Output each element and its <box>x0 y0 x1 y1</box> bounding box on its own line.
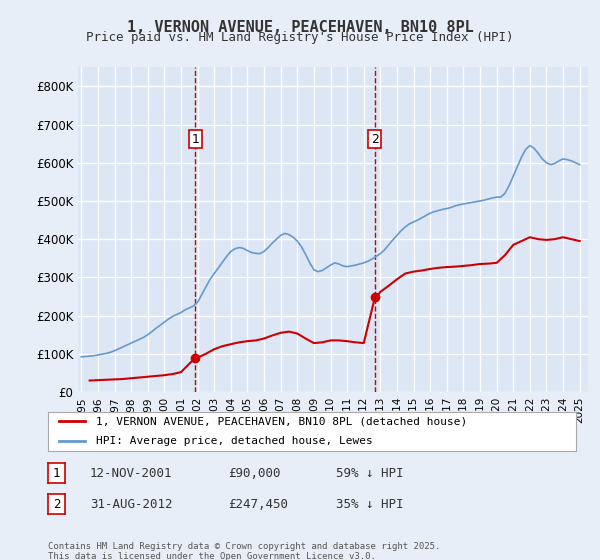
Text: 1, VERNON AVENUE, PEACEHAVEN, BN10 8PL (detached house): 1, VERNON AVENUE, PEACEHAVEN, BN10 8PL (… <box>95 417 467 426</box>
Text: Price paid vs. HM Land Registry's House Price Index (HPI): Price paid vs. HM Land Registry's House … <box>86 31 514 44</box>
Text: HPI: Average price, detached house, Lewes: HPI: Average price, detached house, Lewe… <box>95 436 372 446</box>
Text: 59% ↓ HPI: 59% ↓ HPI <box>336 466 404 480</box>
Text: £90,000: £90,000 <box>228 466 281 480</box>
Text: Contains HM Land Registry data © Crown copyright and database right 2025.
This d: Contains HM Land Registry data © Crown c… <box>48 542 440 560</box>
Text: 1: 1 <box>191 133 199 146</box>
Text: 2: 2 <box>53 497 60 511</box>
Text: 1: 1 <box>53 466 60 480</box>
Text: 2: 2 <box>371 133 379 146</box>
Text: 12-NOV-2001: 12-NOV-2001 <box>90 466 173 480</box>
Text: 31-AUG-2012: 31-AUG-2012 <box>90 497 173 511</box>
Text: £247,450: £247,450 <box>228 497 288 511</box>
Text: 1, VERNON AVENUE, PEACEHAVEN, BN10 8PL: 1, VERNON AVENUE, PEACEHAVEN, BN10 8PL <box>127 20 473 35</box>
Text: 35% ↓ HPI: 35% ↓ HPI <box>336 497 404 511</box>
